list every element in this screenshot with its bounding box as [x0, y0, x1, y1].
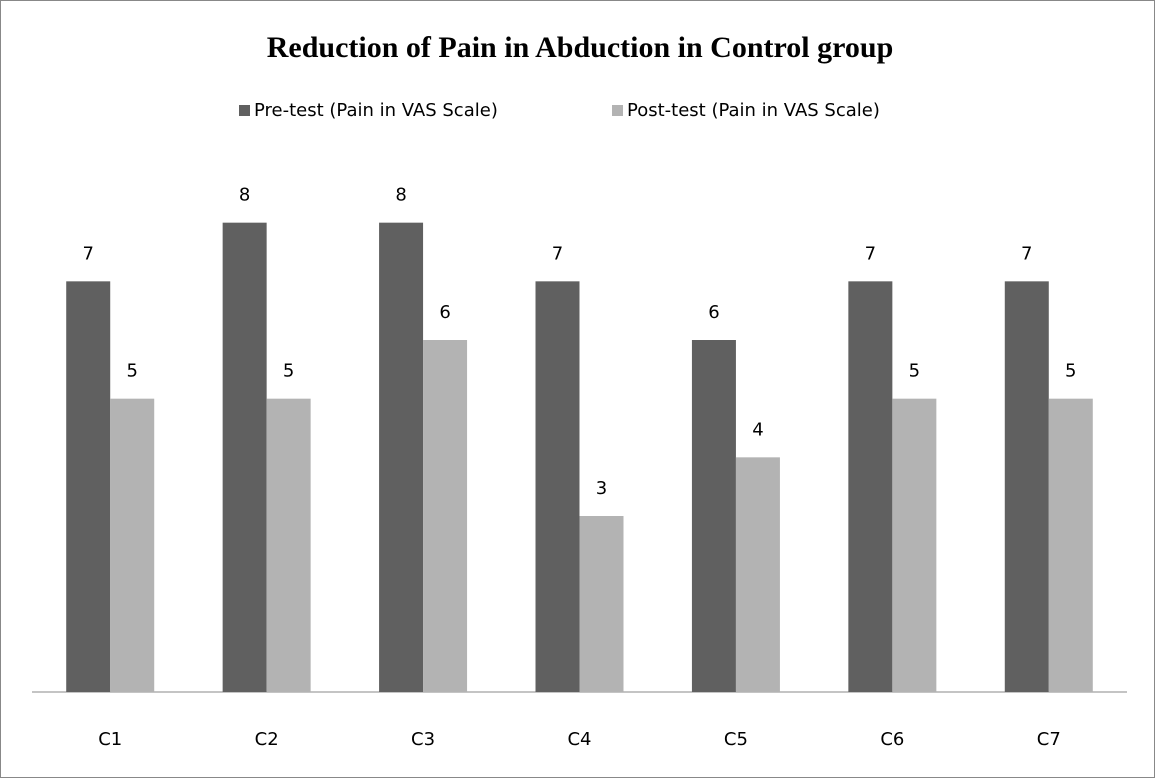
- data-label: 4: [752, 419, 763, 440]
- bar: [66, 281, 111, 692]
- bar: [691, 340, 736, 692]
- bar: [423, 340, 468, 692]
- bar: [222, 222, 267, 692]
- bar: [735, 457, 780, 692]
- legend-label: Pre-test (Pain in VAS Scale): [254, 100, 498, 121]
- bar: [579, 516, 624, 692]
- data-label: 3: [596, 478, 607, 499]
- chart-title: Reduction of Pain in Abduction in Contro…: [267, 31, 894, 64]
- x-tick-label: C6: [880, 729, 904, 750]
- data-label: 7: [1021, 243, 1032, 264]
- bar: [379, 222, 424, 692]
- data-label: 5: [283, 361, 294, 382]
- bar: [266, 398, 311, 692]
- x-tick-label: C3: [411, 729, 435, 750]
- legend-label: Post-test (Pain in VAS Scale): [627, 100, 880, 121]
- x-tick-label: C5: [724, 729, 748, 750]
- data-label: 8: [239, 185, 250, 206]
- bar: [535, 281, 580, 692]
- x-tick-label: C7: [1037, 729, 1061, 750]
- data-label: 5: [126, 361, 137, 382]
- data-label: 5: [1065, 361, 1076, 382]
- legend-swatch: [612, 105, 623, 116]
- bar: [110, 398, 155, 692]
- data-label: 6: [708, 302, 719, 323]
- data-label: 6: [439, 302, 450, 323]
- bar: [1004, 281, 1049, 692]
- bar: [848, 281, 893, 692]
- x-tick-label: C4: [567, 729, 591, 750]
- data-label: 8: [395, 185, 406, 206]
- x-tick-label: C1: [98, 729, 122, 750]
- bar: [892, 398, 937, 692]
- data-label: 7: [552, 243, 563, 264]
- data-label: 7: [82, 243, 93, 264]
- data-label: 7: [865, 243, 876, 264]
- legend-swatch: [239, 105, 250, 116]
- data-label: 5: [909, 361, 920, 382]
- x-tick-label: C2: [255, 729, 279, 750]
- bar: [1048, 398, 1093, 692]
